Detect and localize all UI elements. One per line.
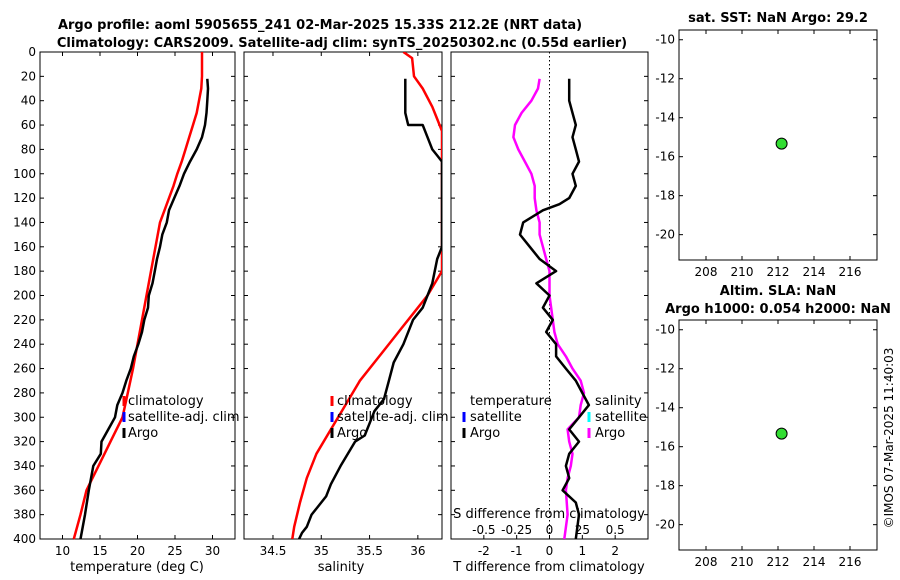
legend-label: satellite: [470, 410, 522, 425]
y-tick-label: -12: [655, 362, 675, 376]
legend-label: Argo: [128, 426, 158, 441]
y-tick-label: 220: [13, 313, 36, 327]
legend-label: Argo: [337, 426, 367, 441]
y-tick-label: 200: [13, 289, 36, 303]
x-tick-label: 208: [695, 265, 718, 279]
x-tick-label: 212: [767, 265, 790, 279]
x-tick-label: 216: [839, 265, 862, 279]
difference-panel: -2 -1 0 1 2-0.5 -0.25 0 25 0.5temperaturesatelli…: [451, 51, 648, 558]
series-line-t-difference: [518, 78, 591, 540]
t-difference-xlabel: T difference from climatology: [452, 560, 645, 575]
x2-tick-label: -0.25: [501, 523, 532, 537]
y-tick-label: 180: [13, 264, 36, 278]
x-tick-label: 36: [410, 544, 425, 558]
legend-label: satellite-adj. clim: [337, 410, 449, 425]
y-tick-label: 400: [13, 532, 36, 546]
y-tick-label: -10: [655, 323, 675, 337]
x-tick-label: 214: [803, 265, 826, 279]
x-tick-label: 0: [546, 544, 554, 558]
x-tick-label: 35: [314, 544, 329, 558]
y-tick-label: -16: [655, 440, 675, 454]
y-tick-label: -18: [655, 479, 675, 493]
x-tick-label: 216: [839, 555, 862, 569]
legend-label: climatology: [337, 394, 413, 409]
x2-tick-label: 0: [546, 523, 554, 537]
y-tick-label: -20: [655, 518, 675, 532]
temperature-panel: 0 20 40 60 80 100 120 140 160 180 200 220 240 260 280 3…: [13, 45, 240, 558]
y-tick-label: 120: [13, 191, 36, 205]
y-tick-label: 0: [28, 45, 36, 59]
float-position-marker: [775, 427, 788, 440]
s-difference-xlabel: S difference from climatology: [453, 507, 645, 522]
x-tick-label: 30: [205, 544, 220, 558]
y-tick-label: 20: [21, 69, 36, 83]
imos-watermark: ©IMOS 07-Mar-2025 11:40:03: [882, 348, 896, 529]
x-tick-label: -2: [478, 544, 490, 558]
x-tick-label: 20: [130, 544, 145, 558]
legend-label: satellite: [595, 410, 647, 425]
y-tick-label: 340: [13, 459, 36, 473]
x-tick-label: 25: [167, 544, 182, 558]
y-tick-label: 280: [13, 386, 36, 400]
chart-title: Argo profile: aoml 5905655_241 02-Mar-20…: [58, 18, 582, 33]
sla-map-title: Altim. SLA: NaN: [720, 284, 836, 299]
chart-subtitle: Climatology: CARS2009. Satellite-adj cli…: [57, 36, 627, 51]
y-tick-label: -14: [655, 401, 675, 415]
y-tick-label: 60: [21, 118, 36, 132]
float-position-marker: [775, 137, 788, 150]
y-tick-label: 360: [13, 483, 36, 497]
y-tick-label: 100: [13, 167, 36, 181]
salinity-panel-frame: [243, 51, 443, 540]
y-tick-label: -10: [655, 33, 675, 47]
y-tick-label: 260: [13, 362, 36, 376]
series-line-argo: [79, 78, 210, 540]
y-tick-label: -16: [655, 150, 675, 164]
y-tick-label: 320: [13, 435, 36, 449]
x-tick-label: -1: [511, 544, 523, 558]
x2-tick-label: -0.5: [472, 523, 495, 537]
x-tick-label: 15: [92, 544, 107, 558]
x-tick-label: 212: [767, 555, 790, 569]
sla-map-subtitle: Argo h1000: 0.054 h2000: NaN: [665, 302, 891, 317]
legend-label: satellite-adj. clim: [128, 410, 240, 425]
series-line-climatology: [72, 52, 204, 540]
legend-label: salinity: [595, 394, 642, 409]
sst-map-panel: -10 -12 -14 -16 -18 -20 208 210 212 214 216: [655, 30, 877, 279]
x-tick-label: 210: [731, 265, 754, 279]
legend-label: climatology: [128, 394, 204, 409]
y-tick-label: 160: [13, 240, 36, 254]
y-tick-label: -12: [655, 72, 675, 86]
x-tick-label: 34.5: [260, 544, 287, 558]
x2-tick-label: 0.5: [606, 523, 625, 537]
y-tick-label: 80: [21, 142, 36, 156]
temperature-xlabel: temperature (deg C): [70, 560, 204, 575]
sla-map-panel: -10 -12 -14 -16 -18 -20 208 210 212 214 216: [655, 320, 877, 569]
x-tick-label: 1: [579, 544, 587, 558]
y-tick-label: 140: [13, 215, 36, 229]
y-tick-label: 40: [21, 94, 36, 108]
y-tick-label: 380: [13, 508, 36, 522]
y-tick-label: 300: [13, 410, 36, 424]
x-tick-label: 2: [611, 544, 619, 558]
x-tick-label: 210: [731, 555, 754, 569]
x-tick-label: 10: [55, 544, 70, 558]
x-tick-label: 214: [803, 555, 826, 569]
x-tick-label: 208: [695, 555, 718, 569]
legend-label: Argo: [595, 426, 625, 441]
series-line-climatology: [291, 52, 442, 539]
y-tick-label: -18: [655, 189, 675, 203]
y-tick-label: -20: [655, 228, 675, 242]
x-tick-label: 35.5: [356, 544, 383, 558]
series-line-argo: [297, 78, 442, 539]
salinity-xlabel: salinity: [318, 560, 365, 575]
sst-map-title: sat. SST: NaN Argo: 29.2: [688, 11, 868, 26]
legend-label: Argo: [470, 426, 500, 441]
y-tick-label: 240: [13, 337, 36, 351]
legend-label: temperature: [470, 394, 552, 409]
y-tick-label: -14: [655, 111, 675, 125]
